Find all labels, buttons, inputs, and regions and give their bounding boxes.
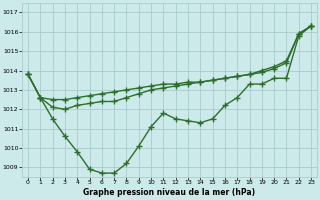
X-axis label: Graphe pression niveau de la mer (hPa): Graphe pression niveau de la mer (hPa) — [84, 188, 256, 197]
